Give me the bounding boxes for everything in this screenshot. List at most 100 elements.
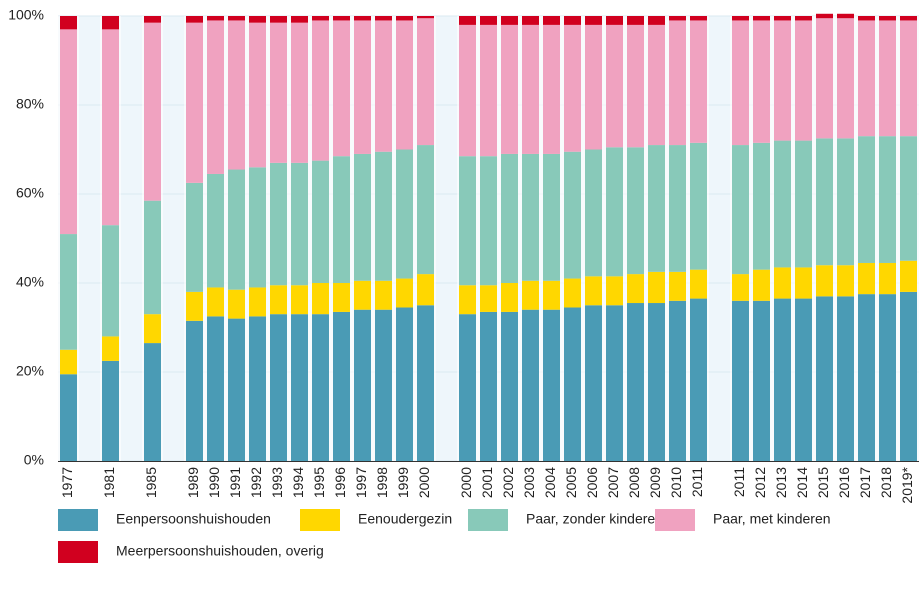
bar-segment [732,16,749,21]
bar-segment [774,298,791,461]
bar-segment [879,136,896,263]
bar-segment [690,20,707,143]
bar-segment [102,16,119,30]
bar-segment [900,20,917,137]
x-tick-label: 2001 [479,467,495,498]
bar-segment [60,29,77,235]
bar-segment [606,147,623,277]
x-tick-label: 1993 [269,467,285,498]
x-tick-label: 2015 [815,467,831,498]
bar-segment [816,265,833,297]
bar-segment [417,16,434,19]
bar-segment [669,16,686,21]
bar-segment [396,307,413,461]
bar-segment [522,309,539,461]
bar-segment [207,173,224,288]
bar-segment [333,20,350,157]
bar-segment [606,276,623,306]
bar-segment [228,289,245,319]
bar-segment [816,296,833,461]
bar-segment [186,291,203,321]
bar-segment [417,18,434,146]
bar-segment [228,20,245,170]
bar-segment [501,283,518,312]
x-tick-label: 2011 [731,467,747,497]
legend-swatch [655,509,695,531]
bar-segment [396,149,413,279]
bar-segment [417,274,434,306]
bar-segment [732,274,749,301]
bar-segment [228,318,245,461]
bar-segment [207,287,224,317]
bar-segment [774,16,791,21]
bar-segment [312,16,329,21]
y-tick-label: 40% [16,274,44,290]
bar-segment [144,314,161,344]
bar-segment [249,287,266,317]
bar-segment [753,142,770,270]
bar-segment [60,349,77,375]
x-tick-label: 1989 [185,467,201,498]
x-tick-label: 2011 [689,467,705,497]
bar-segment [60,16,77,30]
bar-segment [396,278,413,308]
bar-segment [102,29,119,226]
bar-segment [459,314,476,461]
bar-segment [291,16,308,23]
legend-swatch [58,541,98,563]
bar-segment [522,24,539,154]
bar-segment [480,285,497,312]
bar-segment [375,280,392,310]
bar-segment [417,305,434,461]
bar-segment [207,20,224,174]
bar-segment [648,271,665,304]
bar-segment [375,309,392,461]
bar-segment [186,22,203,183]
bar-segment [60,374,77,461]
x-tick-label: 2017 [857,467,873,498]
bar-segment [291,22,308,163]
bar-segment [879,20,896,137]
bar-segment [501,311,518,461]
bar-segment [606,305,623,461]
bar-segment [501,24,518,154]
bar-segment [627,147,644,275]
x-tick-label: 2008 [626,467,642,498]
legend-swatch [300,509,340,531]
bar-segment [627,303,644,461]
bar-segment [543,153,560,281]
bar-segment [774,20,791,141]
x-tick-label: 2012 [752,467,768,498]
bar-segment [270,162,287,286]
bar-segment [837,296,854,461]
bar-segment [606,16,623,25]
bar-segment [900,16,917,21]
bar-segment [228,16,245,21]
bar-segment [858,262,875,295]
y-tick-label: 0% [24,452,44,468]
bar-segment [732,20,749,146]
bar-segment [375,20,392,152]
x-tick-label: 2005 [563,467,579,498]
bar-segment [585,276,602,306]
x-tick-label: 1991 [227,467,243,498]
bar-segment [816,18,833,139]
bar-segment [207,316,224,461]
bar-segment [186,182,203,292]
bar-segment [312,283,329,315]
x-tick-label: 2018 [878,467,894,498]
bar-segment [354,20,371,154]
bar-segment [249,167,266,288]
bar-segment [312,160,329,283]
bar-segment [375,16,392,21]
bar-segment [774,140,791,268]
bar-segment [543,280,560,310]
bar-segment [837,138,854,266]
bar-segment [333,283,350,312]
bar-segment [753,269,770,301]
bar-segment [249,22,266,168]
bar-segment [900,136,917,261]
bar-segment [144,16,161,23]
bar-segment [606,24,623,148]
bar-segment [795,140,812,268]
